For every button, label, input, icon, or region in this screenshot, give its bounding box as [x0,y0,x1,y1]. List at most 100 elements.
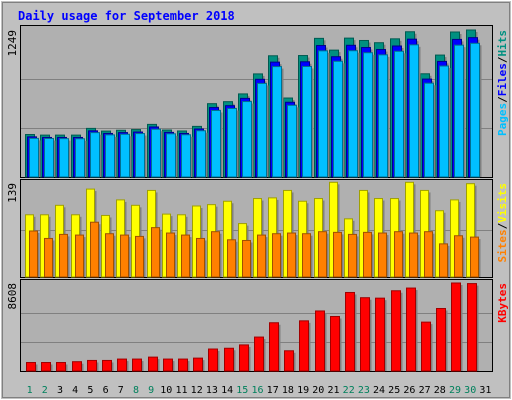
kbytes-bar-9 [148,356,158,372]
x-label-day-29: 29 [449,385,461,396]
x-label-day-21: 21 [327,385,339,396]
x-label-day-16: 16 [251,385,263,396]
legend-item: / [496,222,509,229]
kbytes-bar-5 [87,359,97,372]
kbytes-bar-12 [193,357,203,372]
pages-bar-1 [29,137,39,178]
x-label-day-1: 1 [27,385,33,396]
sites-bar-21 [333,231,342,278]
x-label-day-28: 28 [434,385,446,396]
kbytes-bar-16 [254,336,264,372]
sites-bar-24 [378,232,387,278]
pages-bar-15 [242,101,252,178]
x-label-day-2: 2 [42,385,48,396]
pages-bar-14 [227,108,237,178]
legend-item: Pages [496,103,509,136]
kbytes-legend: KBytes [496,283,509,323]
sites-bar-4 [75,234,84,278]
pages-bar-16 [257,82,267,178]
x-label-day-12: 12 [191,385,203,396]
x-label-day-13: 13 [206,385,218,396]
sites-bar-27 [424,231,433,278]
x-label-day-22: 22 [343,385,355,396]
legend-item: / [496,56,509,63]
pages-bar-2 [44,138,54,178]
kbytes-bar-1 [26,362,36,372]
pages-bar-26 [409,44,419,178]
kbytes-bar-25 [391,290,401,372]
pages-bar-19 [302,65,312,178]
sites-bar-8 [135,235,144,278]
sites-bar-26 [409,232,418,278]
kbytes-bar-22 [345,291,355,372]
pages-bar-12 [196,130,206,178]
pages-bar-23 [363,52,373,178]
pages-bar-7 [120,133,130,178]
kbytes-bar-23 [360,297,370,372]
pages-bar-11 [181,134,191,178]
pages-bar-27 [424,82,434,178]
sites-bar-1 [29,230,38,278]
pages-bar-21 [333,60,343,178]
pages-bar-25 [394,50,404,178]
x-label-day-31: 31 [479,385,491,396]
x-label-day-19: 19 [297,385,309,396]
x-label-day-17: 17 [267,385,279,396]
sites-bar-25 [394,231,403,278]
kbytes-bar-3 [56,362,66,372]
sites-bar-2 [44,237,53,278]
legend-item: Files [496,63,509,96]
bars [25,29,482,372]
x-label-day-8: 8 [133,385,139,396]
pages-bar-9 [151,128,161,178]
pages-bar-13 [211,110,221,178]
x-label-day-9: 9 [148,385,154,396]
chart-title: Daily usage for September 2018 [18,9,235,23]
x-label-day-14: 14 [221,385,233,396]
pages-bar-24 [378,54,388,178]
legend-item: KBytes [496,283,509,323]
sites-bar-18 [287,232,296,278]
sites-bar-14 [227,239,236,278]
x-label-day-26: 26 [403,385,415,396]
pages-bar-20 [318,50,328,178]
legend-item: Visits [496,183,509,223]
pages-bar-6 [105,134,115,178]
x-label-day-24: 24 [373,385,385,396]
sites-bar-5 [90,221,99,278]
kbytes-bar-19 [299,320,309,372]
kbytes-bar-17 [269,322,279,372]
x-label-day-7: 7 [118,385,124,396]
sites-bar-15 [242,239,251,278]
legend-item: / [496,96,509,103]
visits-ymax-label: 139 [6,183,19,203]
kbytes-bar-29 [451,282,461,372]
sites-bar-29 [454,235,463,278]
x-label-day-10: 10 [160,385,172,396]
kbytes-bar-15 [239,344,249,372]
pages-bar-22 [348,50,358,178]
x-label-day-4: 4 [72,385,78,396]
kbytes-bar-18 [284,350,294,372]
kbytes-bar-6 [102,359,112,372]
pages-bar-8 [135,133,145,178]
sites-bar-23 [363,231,372,278]
sites-bar-17 [272,233,281,278]
x-label-day-5: 5 [87,385,93,396]
sites-bar-3 [59,233,68,278]
kbytes-bar-7 [117,358,127,372]
kbytes-bar-8 [132,358,142,372]
sites-bar-6 [105,233,114,278]
kbytes-bar-24 [375,297,385,372]
sites-bar-13 [211,231,220,278]
sites-bar-20 [318,231,327,278]
kbytes-bar-20 [315,310,325,372]
x-axis-labels: 1 2 3 4 5 6 7 8 9 10 11 12 13 14 15 16 17 18 19 20 21 22 23 24 2… [27,385,492,396]
kbytes-bar-26 [406,287,416,372]
hits-legend: Pages/Files/Hits [496,30,509,136]
sites-bar-30 [470,236,479,278]
x-label-day-20: 20 [312,385,324,396]
kbytes-bar-21 [330,316,340,372]
